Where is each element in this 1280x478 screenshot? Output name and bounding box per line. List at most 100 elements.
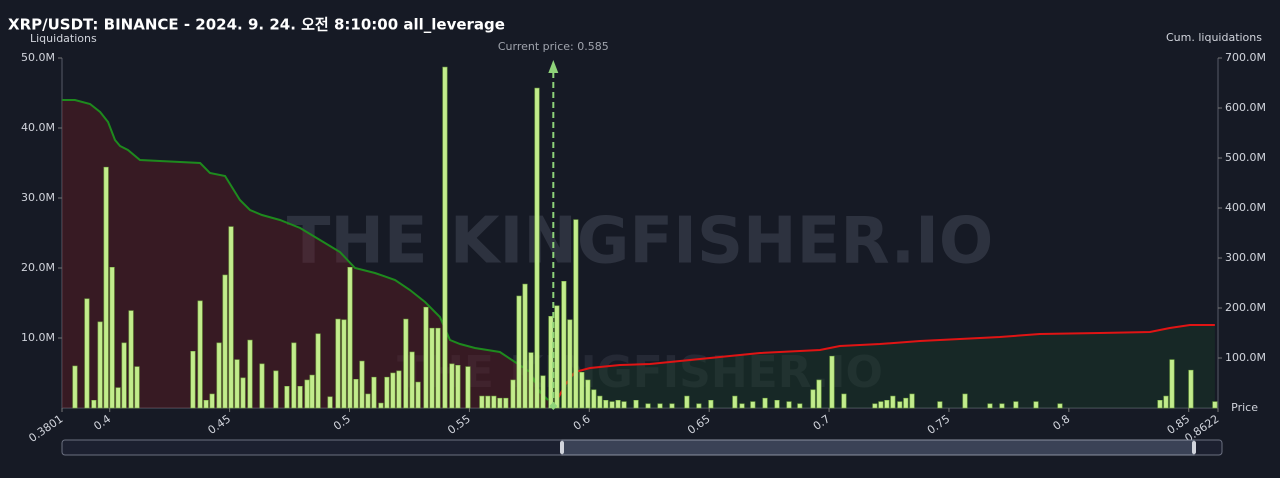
y2-tick-label: 200.0M xyxy=(1225,301,1266,314)
navigator-handle[interactable] xyxy=(560,441,564,454)
bar xyxy=(750,401,756,409)
bar xyxy=(72,365,78,409)
bar xyxy=(465,366,471,409)
navigator[interactable] xyxy=(61,439,1223,456)
bar xyxy=(327,396,333,409)
y2-axis-label: Cum. liquidations xyxy=(1166,31,1262,44)
bar xyxy=(259,363,265,409)
bar xyxy=(273,370,279,409)
bar xyxy=(609,401,615,409)
bar xyxy=(810,389,816,409)
bar xyxy=(485,395,491,409)
bar xyxy=(540,375,546,409)
bar xyxy=(1188,369,1194,409)
bar xyxy=(621,401,627,409)
bar xyxy=(353,378,359,409)
bar xyxy=(696,403,702,409)
bar xyxy=(579,371,585,409)
y2-tick-label: 100.0M xyxy=(1225,351,1266,364)
bar xyxy=(522,283,528,409)
bar xyxy=(190,350,196,409)
navigator-handle[interactable] xyxy=(1192,441,1196,454)
bar xyxy=(732,395,738,409)
bar xyxy=(1169,359,1175,409)
navigator-range[interactable] xyxy=(561,439,1195,456)
bar xyxy=(121,342,127,409)
bar xyxy=(962,393,968,409)
bar xyxy=(1033,401,1039,409)
bar xyxy=(684,395,690,409)
bar xyxy=(510,379,516,409)
bar xyxy=(516,295,522,409)
bar xyxy=(197,300,203,409)
bar xyxy=(359,360,365,409)
bar xyxy=(573,219,579,409)
bar xyxy=(903,397,909,409)
y2-tick-label: 600.0M xyxy=(1225,101,1266,114)
bar xyxy=(415,381,421,409)
bar xyxy=(335,318,341,409)
current-price-label: Current price: 0.585 xyxy=(498,40,609,53)
bar xyxy=(884,399,890,409)
bar xyxy=(816,379,822,409)
cum-line xyxy=(554,324,1215,405)
bar xyxy=(554,305,560,409)
area-fill xyxy=(554,325,1215,408)
y-tick-label: 30.0M xyxy=(21,191,55,204)
bar xyxy=(216,342,222,409)
bar xyxy=(633,399,639,409)
bar xyxy=(786,401,792,409)
bar xyxy=(97,321,103,409)
bar xyxy=(897,401,903,409)
watermark: THE KINGFISHER.IO xyxy=(397,347,883,398)
bar xyxy=(1057,403,1063,409)
bar xyxy=(91,399,97,409)
bar xyxy=(423,306,429,409)
y-axis-label: Liquidations xyxy=(30,32,97,45)
bar xyxy=(371,376,377,409)
bar xyxy=(909,393,915,409)
bar xyxy=(378,402,384,409)
chart-title: XRP/USDT: BINANCE - 2024. 9. 24. 오전 8:10… xyxy=(8,16,505,34)
bar xyxy=(491,395,497,409)
bar xyxy=(390,372,396,409)
bar xyxy=(384,376,390,409)
bar xyxy=(442,66,448,409)
bar xyxy=(234,359,240,409)
bar xyxy=(878,401,884,409)
bar xyxy=(503,397,509,409)
bar xyxy=(829,355,835,409)
bar xyxy=(435,327,441,409)
bar xyxy=(1212,401,1218,409)
bar xyxy=(1013,401,1019,409)
bar xyxy=(291,342,297,409)
bar xyxy=(890,395,896,409)
bar xyxy=(841,393,847,409)
bar xyxy=(774,399,780,409)
bar xyxy=(396,370,402,409)
bar xyxy=(762,397,768,409)
bar xyxy=(128,310,134,409)
y-tick-label: 50.0M xyxy=(21,51,55,64)
bar xyxy=(228,226,234,409)
bar xyxy=(84,298,90,409)
y2-tick-label: 400.0M xyxy=(1225,201,1266,214)
bar xyxy=(455,364,461,409)
bar xyxy=(115,387,121,409)
bar xyxy=(603,399,609,409)
bar xyxy=(987,403,993,409)
bar xyxy=(999,403,1005,409)
bar xyxy=(645,403,651,409)
bar xyxy=(304,379,310,409)
y-tick-label: 20.0M xyxy=(21,261,55,274)
bar xyxy=(591,389,597,409)
cum-line xyxy=(62,99,549,401)
y-tick-label: 10.0M xyxy=(21,331,55,344)
bar xyxy=(240,377,246,409)
bar xyxy=(134,366,140,409)
bar xyxy=(429,327,435,409)
bar xyxy=(872,403,878,409)
current-price-dot xyxy=(549,402,558,410)
watermark: THE KINGFISHER.IO xyxy=(287,205,994,279)
